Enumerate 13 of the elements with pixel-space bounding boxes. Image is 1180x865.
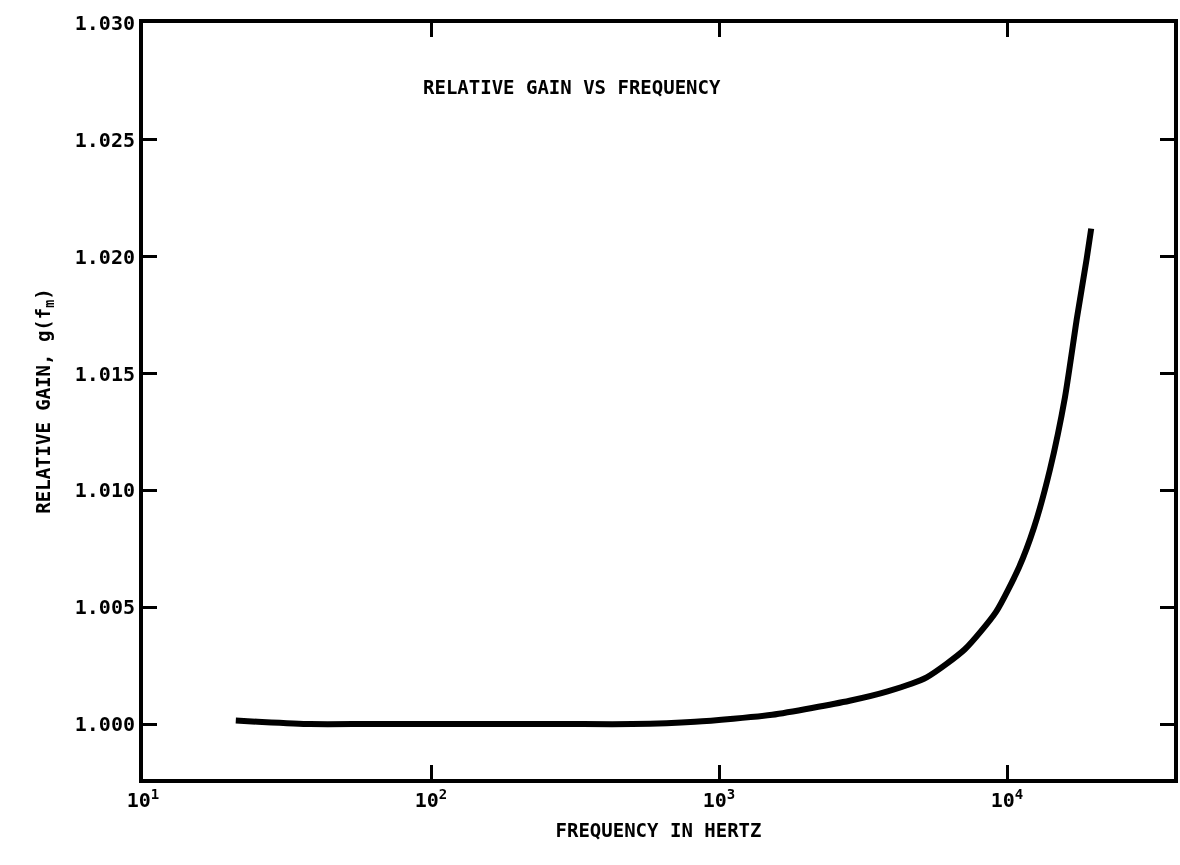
y-tick-label: 1.020: [74, 244, 135, 269]
y-tick-label: 1.030: [74, 11, 135, 35]
y-tick-label: 1.010: [74, 478, 135, 503]
y-tick-label: 1.015: [74, 361, 135, 386]
y-tick-label: 1.005: [74, 595, 135, 620]
x-axis-title: FREQUENCY IN HERTZ: [555, 819, 762, 842]
x-tick-label: 10$^{2}$: [414, 785, 448, 812]
y-tick-label: 1.025: [74, 127, 135, 152]
x-tick-label: 10$^{4}$: [990, 785, 1024, 812]
x-tick-label: 10$^{1}$: [126, 785, 160, 812]
y-tick-label: 1.000: [74, 712, 135, 737]
text: RELATIVE GAIN VS FREQUENCY: [423, 76, 721, 98]
x-tick-label: 10$^{3}$: [702, 785, 736, 812]
